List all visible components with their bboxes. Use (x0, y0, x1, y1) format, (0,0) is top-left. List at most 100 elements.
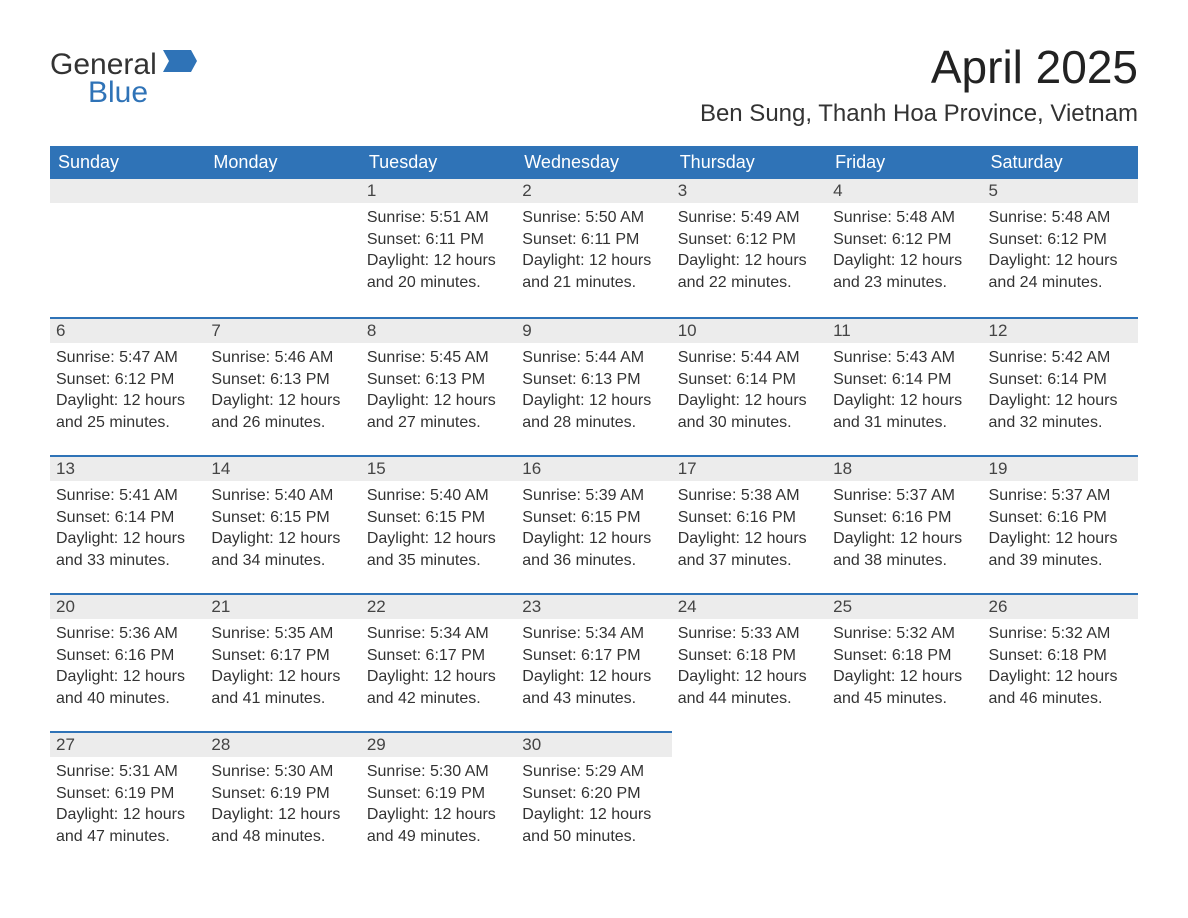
day-details: Sunrise: 5:35 AMSunset: 6:17 PMDaylight:… (205, 619, 360, 713)
sunrise-line: Sunrise: 5:51 AM (367, 207, 510, 229)
daylight-line: Daylight: 12 hours and 40 minutes. (56, 666, 199, 709)
day-details: Sunrise: 5:51 AMSunset: 6:11 PMDaylight:… (361, 203, 516, 297)
calendar-day-cell: 21Sunrise: 5:35 AMSunset: 6:17 PMDayligh… (205, 593, 360, 731)
sunset-line: Sunset: 6:14 PM (56, 507, 199, 529)
day-details: Sunrise: 5:29 AMSunset: 6:20 PMDaylight:… (516, 757, 671, 851)
day-details: Sunrise: 5:43 AMSunset: 6:14 PMDaylight:… (827, 343, 982, 437)
daylight-line: Daylight: 12 hours and 46 minutes. (989, 666, 1132, 709)
daylight-line: Daylight: 12 hours and 21 minutes. (522, 250, 665, 293)
day-number: 3 (672, 179, 827, 203)
sunrise-line: Sunrise: 5:44 AM (522, 347, 665, 369)
day-number: 2 (516, 179, 671, 203)
weekday-header: Wednesday (516, 146, 671, 179)
calendar-table: Sunday Monday Tuesday Wednesday Thursday… (50, 146, 1138, 869)
sunset-line: Sunset: 6:16 PM (833, 507, 976, 529)
calendar-day-cell: 25 Sunrise: 5:32 AMSunset: 6:18 PMDayligh… (827, 593, 982, 731)
day-details: Sunrise: 5:39 AMSunset: 6:15 PMDaylight:… (516, 481, 671, 575)
day-number: 20 (50, 593, 205, 619)
day-details: Sunrise: 5:30 AMSunset: 6:19 PMDaylight:… (361, 757, 516, 851)
day-number: 8 (361, 317, 516, 343)
calendar-day-cell: 1Sunrise: 5:51 AMSunset: 6:11 PMDaylight… (361, 179, 516, 317)
day-number: 24 (672, 593, 827, 619)
sunset-line: Sunset: 6:13 PM (522, 369, 665, 391)
daylight-line: Daylight: 12 hours and 43 minutes. (522, 666, 665, 709)
daylight-line: Daylight: 12 hours and 31 minutes. (833, 390, 976, 433)
sunrise-line: Sunrise: 5:40 AM (211, 485, 354, 507)
logo: General Blue (50, 20, 197, 108)
sunset-line: Sunset: 6:18 PM (678, 645, 821, 667)
day-number: 22 (361, 593, 516, 619)
sunrise-line: Sunrise: 5:38 AM (678, 485, 821, 507)
calendar-day-cell: 10Sunrise: 5:44 AMSunset: 6:14 PMDayligh… (672, 317, 827, 455)
calendar-day-cell: 4Sunrise: 5:48 AMSunset: 6:12 PMDaylight… (827, 179, 982, 317)
calendar-day-cell (205, 179, 360, 317)
daylight-line: Daylight: 12 hours and 23 minutes. (833, 250, 976, 293)
day-details: Sunrise: 5:47 AMSunset: 6:12 PMDaylight:… (50, 343, 205, 437)
day-number: 19 (983, 455, 1138, 481)
day-number: 27 (50, 731, 205, 757)
weekday-header-row: Sunday Monday Tuesday Wednesday Thursday… (50, 146, 1138, 179)
daylight-line: Daylight: 12 hours and 49 minutes. (367, 804, 510, 847)
sunrise-line: Sunrise: 5:32 AM (989, 623, 1132, 645)
calendar-day-cell: 9Sunrise: 5:44 AMSunset: 6:13 PMDaylight… (516, 317, 671, 455)
daylight-line: Daylight: 12 hours and 24 minutes. (989, 250, 1132, 293)
day-number: 30 (516, 731, 671, 757)
day-details: Sunrise: 5:46 AMSunset: 6:13 PMDaylight:… (205, 343, 360, 437)
calendar-day-cell: 30Sunrise: 5:29 AMSunset: 6:20 PMDayligh… (516, 731, 671, 869)
daylight-line: Daylight: 12 hours and 44 minutes. (678, 666, 821, 709)
calendar-day-cell: 6Sunrise: 5:47 AMSunset: 6:12 PMDaylight… (50, 317, 205, 455)
sunrise-line: Sunrise: 5:48 AM (833, 207, 976, 229)
day-details: Sunrise: 5:50 AMSunset: 6:11 PMDaylight:… (516, 203, 671, 297)
daylight-line: Daylight: 12 hours and 20 minutes. (367, 250, 510, 293)
calendar-day-cell: 13Sunrise: 5:41 AMSunset: 6:14 PMDayligh… (50, 455, 205, 593)
calendar-week-row: 27Sunrise: 5:31 AMSunset: 6:19 PMDayligh… (50, 731, 1138, 869)
sunrise-line: Sunrise: 5:32 AM (833, 623, 976, 645)
day-number: 26 (983, 593, 1138, 619)
calendar-week-row: 13Sunrise: 5:41 AMSunset: 6:14 PMDayligh… (50, 455, 1138, 593)
sunrise-line: Sunrise: 5:29 AM (522, 761, 665, 783)
location-subtitle: Ben Sung, Thanh Hoa Province, Vietnam (700, 100, 1138, 128)
daylight-line: Daylight: 12 hours and 25 minutes. (56, 390, 199, 433)
sunset-line: Sunset: 6:18 PM (833, 645, 976, 667)
calendar-day-cell: 7Sunrise: 5:46 AMSunset: 6:13 PMDaylight… (205, 317, 360, 455)
sunset-line: Sunset: 6:11 PM (367, 229, 510, 251)
day-number: 12 (983, 317, 1138, 343)
day-number: 28 (205, 731, 360, 757)
daylight-line: Daylight: 12 hours and 35 minutes. (367, 528, 510, 571)
calendar-day-cell: 24Sunrise: 5:33 AMSunset: 6:18 PMDayligh… (672, 593, 827, 731)
day-number: 13 (50, 455, 205, 481)
calendar-day-cell: 14Sunrise: 5:40 AMSunset: 6:15 PMDayligh… (205, 455, 360, 593)
sunset-line: Sunset: 6:11 PM (522, 229, 665, 251)
calendar-day-cell: 2Sunrise: 5:50 AMSunset: 6:11 PMDaylight… (516, 179, 671, 317)
sunrise-line: Sunrise: 5:41 AM (56, 485, 199, 507)
day-number: 23 (516, 593, 671, 619)
sunset-line: Sunset: 6:17 PM (367, 645, 510, 667)
sunset-line: Sunset: 6:18 PM (989, 645, 1132, 667)
day-number: 10 (672, 317, 827, 343)
day-number (983, 731, 1138, 755)
day-details: Sunrise: 5:41 AMSunset: 6:14 PMDaylight:… (50, 481, 205, 575)
daylight-line: Daylight: 12 hours and 42 minutes. (367, 666, 510, 709)
day-details: Sunrise: 5:34 AMSunset: 6:17 PMDaylight:… (361, 619, 516, 713)
day-number: 15 (361, 455, 516, 481)
day-number: 25 (827, 593, 982, 619)
calendar-week-row: 20Sunrise: 5:36 AMSunset: 6:16 PMDayligh… (50, 593, 1138, 731)
calendar-day-cell: 27Sunrise: 5:31 AMSunset: 6:19 PMDayligh… (50, 731, 205, 869)
daylight-line: Daylight: 12 hours and 33 minutes. (56, 528, 199, 571)
sunrise-line: Sunrise: 5:34 AM (522, 623, 665, 645)
day-number: 14 (205, 455, 360, 481)
sunset-line: Sunset: 6:12 PM (989, 229, 1132, 251)
day-number: 29 (361, 731, 516, 757)
day-details: Sunrise: 5:30 AMSunset: 6:19 PMDaylight:… (205, 757, 360, 851)
calendar-day-cell: 5Sunrise: 5:48 AMSunset: 6:12 PMDaylight… (983, 179, 1138, 317)
day-details: Sunrise: 5:37 AMSunset: 6:16 PMDaylight:… (983, 481, 1138, 575)
sunrise-line: Sunrise: 5:31 AM (56, 761, 199, 783)
weekday-header: Friday (827, 146, 982, 179)
day-details: Sunrise: 5:32 AMSunset: 6:18 PMDaylight:… (983, 619, 1138, 713)
daylight-line: Daylight: 12 hours and 45 minutes. (833, 666, 976, 709)
day-details: Sunrise: 5:36 AMSunset: 6:16 PMDaylight:… (50, 619, 205, 713)
sunset-line: Sunset: 6:15 PM (211, 507, 354, 529)
sunrise-line: Sunrise: 5:48 AM (989, 207, 1132, 229)
sunrise-line: Sunrise: 5:47 AM (56, 347, 199, 369)
day-details: Sunrise: 5:37 AMSunset: 6:16 PMDaylight:… (827, 481, 982, 575)
